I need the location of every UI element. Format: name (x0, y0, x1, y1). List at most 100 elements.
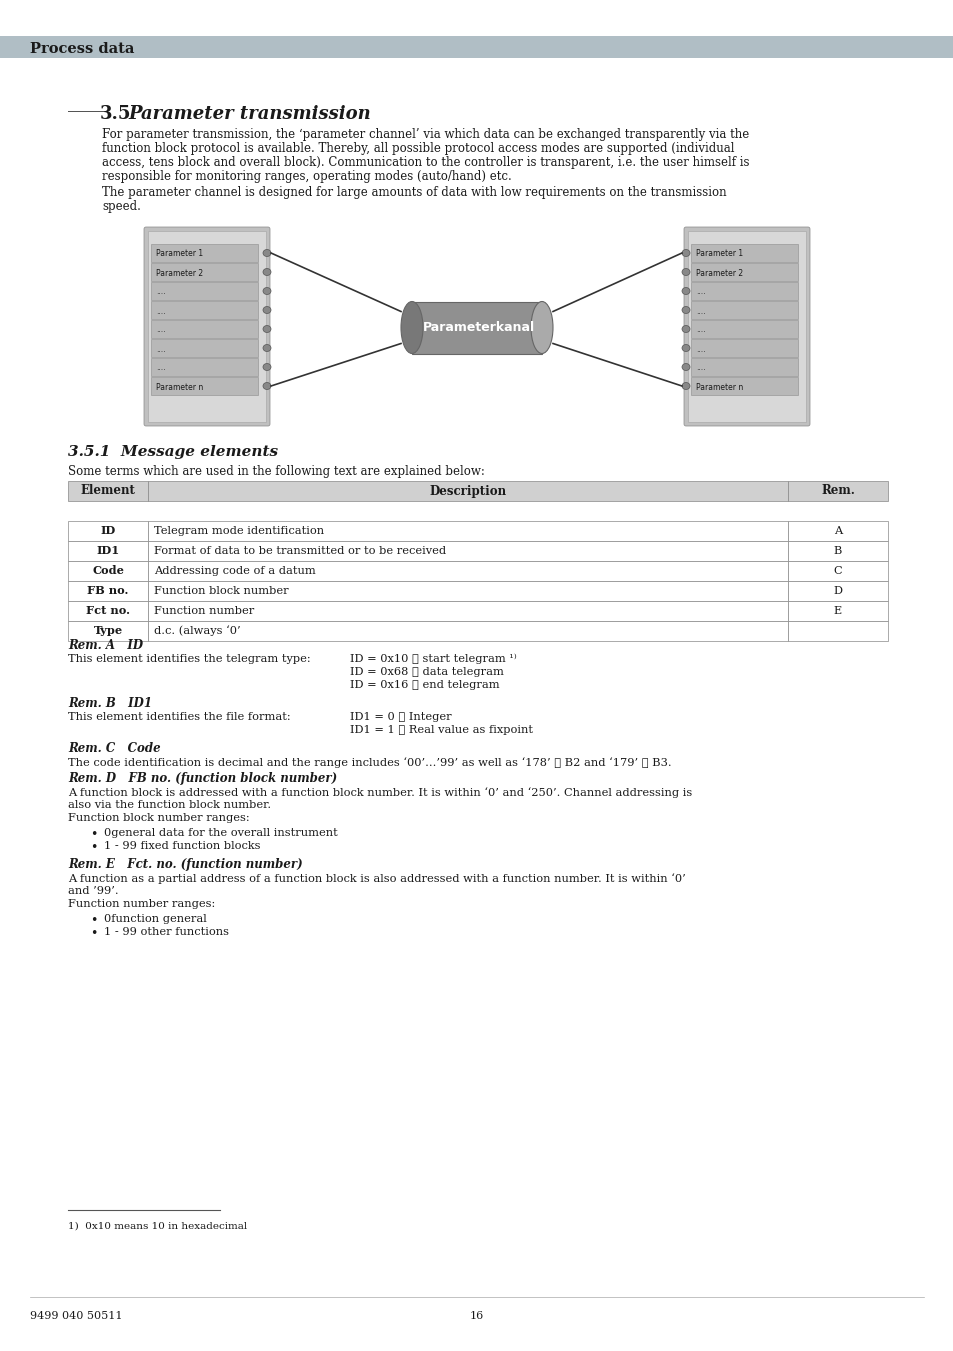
Text: ....: .... (156, 326, 165, 335)
FancyBboxPatch shape (0, 36, 953, 58)
Text: ID1: ID1 (96, 546, 119, 557)
Text: Parameter n: Parameter n (156, 382, 203, 392)
Text: access, tens block and overall block). Communication to the controller is transp: access, tens block and overall block). C… (102, 155, 749, 169)
Text: ....: .... (156, 307, 165, 316)
Text: ....: .... (696, 363, 705, 373)
Text: Parameter 1: Parameter 1 (156, 250, 203, 258)
FancyBboxPatch shape (68, 521, 148, 540)
FancyBboxPatch shape (148, 601, 787, 621)
Ellipse shape (681, 250, 689, 257)
FancyBboxPatch shape (148, 621, 787, 640)
Text: 3.5: 3.5 (100, 105, 132, 123)
Text: d.c. (always ‘0’: d.c. (always ‘0’ (153, 626, 240, 636)
FancyBboxPatch shape (151, 245, 257, 262)
Text: The parameter channel is designed for large amounts of data with low requirement: The parameter channel is designed for la… (102, 186, 726, 199)
Text: 1)  0x10 means 10 in hexadecimal: 1) 0x10 means 10 in hexadecimal (68, 1223, 247, 1231)
Ellipse shape (263, 382, 271, 389)
Ellipse shape (681, 363, 689, 370)
FancyBboxPatch shape (151, 282, 257, 300)
Text: Rem. D   FB no. (function block number): Rem. D FB no. (function block number) (68, 771, 336, 785)
Text: function block protocol is available. Thereby, all possible protocol access mode: function block protocol is available. Th… (102, 142, 734, 155)
Text: Function number ranges:: Function number ranges: (68, 898, 215, 909)
Text: 1 - 99 fixed function blocks: 1 - 99 fixed function blocks (104, 842, 260, 851)
Ellipse shape (263, 345, 271, 351)
Text: 0general data for the overall instrument: 0general data for the overall instrument (104, 828, 337, 838)
FancyBboxPatch shape (690, 339, 797, 357)
Text: ID1 = 1 ≙ Real value as fixpoint: ID1 = 1 ≙ Real value as fixpoint (350, 725, 533, 735)
Text: This element identifies the file format:: This element identifies the file format: (68, 712, 291, 721)
Text: Function block number: Function block number (153, 586, 289, 596)
FancyBboxPatch shape (412, 301, 541, 354)
Text: Rem.: Rem. (821, 485, 854, 497)
Ellipse shape (263, 269, 271, 276)
Text: ....: .... (696, 326, 705, 335)
Text: Some terms which are used in the following text are explained below:: Some terms which are used in the followi… (68, 465, 484, 478)
Ellipse shape (263, 363, 271, 370)
Text: Element: Element (80, 485, 135, 497)
FancyBboxPatch shape (68, 540, 148, 561)
FancyBboxPatch shape (690, 358, 797, 376)
FancyBboxPatch shape (787, 481, 887, 501)
FancyBboxPatch shape (148, 540, 787, 561)
Text: ID1 = 0 ≙ Integer: ID1 = 0 ≙ Integer (350, 712, 451, 721)
FancyBboxPatch shape (148, 581, 787, 601)
FancyBboxPatch shape (787, 601, 887, 621)
FancyBboxPatch shape (68, 561, 148, 581)
FancyBboxPatch shape (148, 521, 787, 540)
Text: Parameter n: Parameter n (696, 382, 742, 392)
FancyBboxPatch shape (148, 561, 787, 581)
Text: Parameter transmission: Parameter transmission (128, 105, 371, 123)
FancyBboxPatch shape (151, 358, 257, 376)
FancyBboxPatch shape (148, 481, 787, 501)
FancyBboxPatch shape (148, 231, 266, 422)
Text: Parameter 2: Parameter 2 (156, 269, 203, 277)
Text: ....: .... (156, 363, 165, 373)
Text: ID = 0x16 ≙ end telegram: ID = 0x16 ≙ end telegram (350, 680, 499, 690)
Text: Rem. E   Fct. no. (function number): Rem. E Fct. no. (function number) (68, 858, 302, 871)
Text: Parameter 1: Parameter 1 (696, 250, 742, 258)
FancyBboxPatch shape (683, 227, 809, 426)
Ellipse shape (263, 288, 271, 295)
Text: 0function general: 0function general (104, 915, 207, 924)
FancyBboxPatch shape (690, 282, 797, 300)
Text: ....: .... (696, 345, 705, 354)
FancyBboxPatch shape (151, 377, 257, 394)
FancyBboxPatch shape (151, 339, 257, 357)
FancyBboxPatch shape (690, 377, 797, 394)
FancyBboxPatch shape (687, 231, 805, 422)
Text: ID = 0x10 ≙ start telegram ¹⁾: ID = 0x10 ≙ start telegram ¹⁾ (350, 654, 517, 665)
FancyBboxPatch shape (68, 581, 148, 601)
Ellipse shape (531, 301, 553, 354)
Text: A function block is addressed with a function block number. It is within ‘0’ and: A function block is addressed with a fun… (68, 788, 692, 798)
Text: Rem. B   ID1: Rem. B ID1 (68, 697, 152, 711)
Text: This element identifies the telegram type:: This element identifies the telegram typ… (68, 654, 311, 663)
Text: speed.: speed. (102, 200, 141, 213)
Text: 3.5.1  Message elements: 3.5.1 Message elements (68, 444, 278, 459)
Text: ID: ID (100, 526, 115, 536)
Text: Function block number ranges:: Function block number ranges: (68, 813, 250, 823)
Text: E: E (833, 607, 841, 616)
FancyBboxPatch shape (787, 581, 887, 601)
Text: For parameter transmission, the ‘parameter channel’ via which data can be exchan: For parameter transmission, the ‘paramet… (102, 128, 748, 141)
FancyBboxPatch shape (690, 263, 797, 281)
FancyBboxPatch shape (787, 621, 887, 640)
FancyBboxPatch shape (690, 245, 797, 262)
Text: D: D (833, 586, 841, 596)
Text: •: • (90, 927, 97, 940)
FancyBboxPatch shape (68, 601, 148, 621)
Text: ....: .... (696, 307, 705, 316)
Ellipse shape (400, 301, 422, 354)
Text: Function number: Function number (153, 607, 254, 616)
Text: Code: Code (92, 566, 124, 577)
Text: Type: Type (93, 626, 122, 636)
FancyBboxPatch shape (68, 481, 148, 501)
Text: •: • (90, 828, 97, 842)
Text: ....: .... (696, 288, 705, 296)
Ellipse shape (681, 288, 689, 295)
Text: Parameterkanal: Parameterkanal (422, 322, 535, 334)
Text: A: A (833, 526, 841, 536)
Text: The code identification is decimal and the range includes ‘00’...’99’ as well as: The code identification is decimal and t… (68, 757, 671, 767)
Text: A function as a partial address of a function block is also addressed with a fun: A function as a partial address of a fun… (68, 873, 685, 884)
Text: Process data: Process data (30, 42, 134, 55)
FancyBboxPatch shape (787, 521, 887, 540)
